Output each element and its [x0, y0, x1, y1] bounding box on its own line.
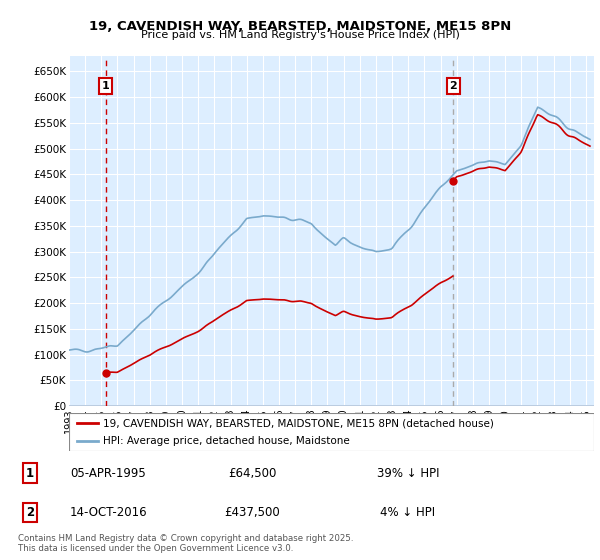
Text: 1: 1 [26, 466, 34, 480]
Text: Price paid vs. HM Land Registry's House Price Index (HPI): Price paid vs. HM Land Registry's House … [140, 30, 460, 40]
Text: 2: 2 [449, 81, 457, 91]
Text: 19, CAVENDISH WAY, BEARSTED, MAIDSTONE, ME15 8PN: 19, CAVENDISH WAY, BEARSTED, MAIDSTONE, … [89, 20, 511, 32]
Text: Contains HM Land Registry data © Crown copyright and database right 2025.
This d: Contains HM Land Registry data © Crown c… [18, 534, 353, 553]
Text: 05-APR-1995: 05-APR-1995 [70, 466, 146, 480]
Text: 39% ↓ HPI: 39% ↓ HPI [377, 466, 439, 480]
Text: 19, CAVENDISH WAY, BEARSTED, MAIDSTONE, ME15 8PN (detached house): 19, CAVENDISH WAY, BEARSTED, MAIDSTONE, … [103, 418, 494, 428]
Text: 14-OCT-2016: 14-OCT-2016 [69, 506, 147, 519]
Text: 4% ↓ HPI: 4% ↓ HPI [380, 506, 436, 519]
Text: 1: 1 [102, 81, 110, 91]
Text: HPI: Average price, detached house, Maidstone: HPI: Average price, detached house, Maid… [103, 436, 350, 446]
Text: 2: 2 [26, 506, 34, 519]
Text: £437,500: £437,500 [224, 506, 280, 519]
FancyBboxPatch shape [69, 413, 594, 451]
Text: £64,500: £64,500 [228, 466, 276, 480]
